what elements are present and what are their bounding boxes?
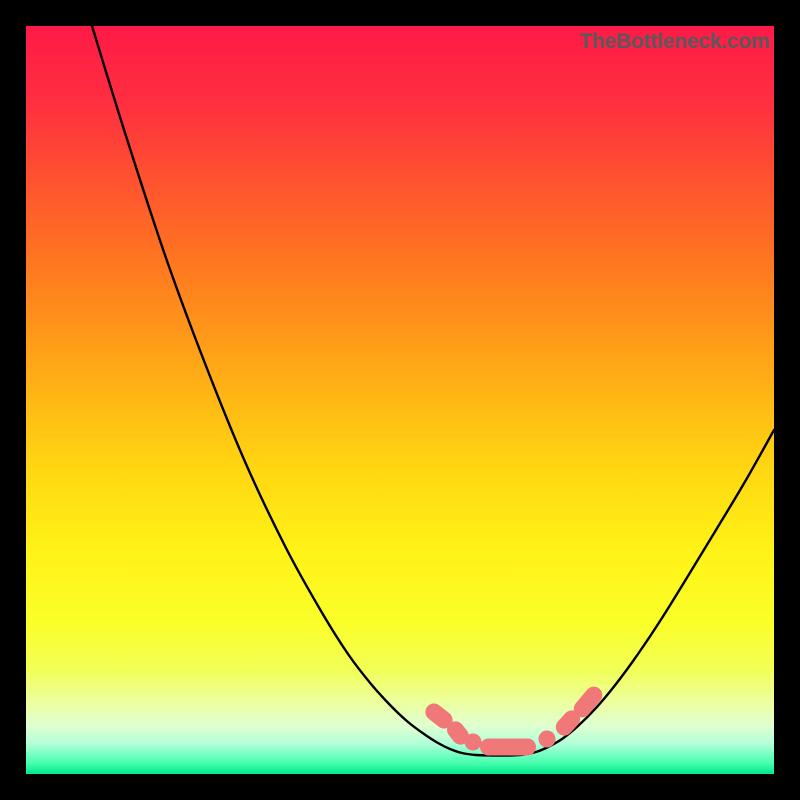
markers-group <box>422 683 606 755</box>
bottleneck-curve <box>92 26 774 756</box>
plot-area: TheBottleneck.com <box>26 26 774 774</box>
marker <box>465 734 482 751</box>
marker <box>480 739 536 756</box>
watermark-text: TheBottleneck.com <box>580 30 770 54</box>
marker <box>539 731 556 748</box>
curve-layer <box>26 26 774 774</box>
chart-frame: TheBottleneck.com <box>0 0 800 800</box>
